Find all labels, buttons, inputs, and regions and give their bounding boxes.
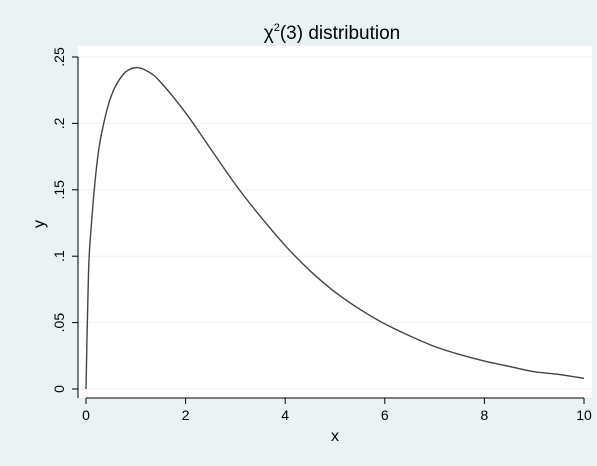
plot-background xyxy=(78,46,592,398)
chart-title-rest: (3) distribution xyxy=(280,23,400,44)
series-layer xyxy=(85,66,585,390)
y-axis-ticks: 0 .05 .1 .15 .2 .25 xyxy=(51,47,78,393)
x-axis-label: x xyxy=(331,428,339,445)
y-axis-label: y xyxy=(31,220,48,228)
chart-title: χ2(3) distribution xyxy=(264,22,401,44)
y-tick-label-4: .2 xyxy=(51,117,67,129)
x-tick-label-0: 0 xyxy=(82,407,90,423)
y-tick-label-1: .05 xyxy=(51,313,67,333)
y-tick-label-5: .25 xyxy=(51,47,67,67)
x-tick-label-2: 4 xyxy=(281,407,289,423)
y-tick-label-0: 0 xyxy=(51,385,67,393)
y-tick-label-2: .1 xyxy=(51,250,67,262)
chart-title-main: χ xyxy=(264,23,274,44)
x-tick-label-5: 10 xyxy=(576,407,592,423)
grid-lines xyxy=(78,56,592,390)
y-tick-label-3: .15 xyxy=(51,180,67,200)
x-axis-ticks: 0 2 4 6 8 10 xyxy=(82,398,592,423)
chart-title-superscript: 2 xyxy=(274,22,280,34)
x-tick-label-1: 2 xyxy=(182,407,190,423)
x-tick-label-3: 6 xyxy=(381,407,389,423)
series-line-0 xyxy=(85,66,585,390)
x-tick-label-4: 8 xyxy=(481,407,489,423)
